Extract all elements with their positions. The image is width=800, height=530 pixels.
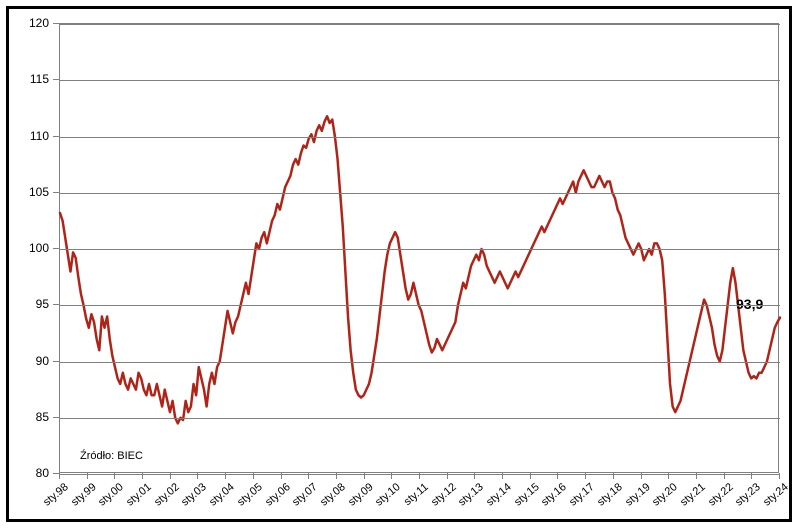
x-tick-mark: [641, 473, 642, 479]
x-tick-mark: [142, 473, 143, 479]
y-tick-mark: [53, 304, 59, 305]
x-tick-mark: [419, 473, 420, 479]
y-gridline: [60, 80, 780, 81]
x-tick-mark: [696, 473, 697, 479]
y-tick-label: 110: [9, 129, 49, 143]
x-tick-mark: [751, 473, 752, 479]
y-tick-label: 100: [9, 241, 49, 255]
x-tick-mark: [225, 473, 226, 479]
x-tick-mark: [585, 473, 586, 479]
chart-frame: Wskaźnik Dobrobytu , październik 2023 93…: [6, 6, 792, 522]
x-tick-mark: [502, 473, 503, 479]
x-tick-mark: [59, 473, 60, 479]
y-gridline: [60, 193, 780, 194]
x-tick-mark: [613, 473, 614, 479]
x-tick-mark: [530, 473, 531, 479]
y-tick-mark: [53, 23, 59, 24]
x-tick-mark: [87, 473, 88, 479]
y-gridline: [60, 249, 780, 250]
x-tick-mark: [364, 473, 365, 479]
y-gridline: [60, 24, 780, 25]
x-tick-mark: [114, 473, 115, 479]
plot-area: 93,9 Źródło: BIEC: [59, 23, 779, 473]
series-path: [60, 116, 780, 423]
source-label: Źródło: BIEC: [80, 450, 143, 462]
x-tick-mark: [253, 473, 254, 479]
y-tick-label: 105: [9, 185, 49, 199]
y-tick-label: 120: [9, 16, 49, 30]
y-tick-label: 115: [9, 72, 49, 86]
y-tick-label: 85: [9, 410, 49, 424]
y-tick-mark: [53, 192, 59, 193]
y-gridline: [60, 362, 780, 363]
y-gridline: [60, 137, 780, 138]
y-tick-mark: [53, 136, 59, 137]
y-gridline: [60, 305, 780, 306]
x-tick-mark: [281, 473, 282, 479]
x-tick-mark: [779, 473, 780, 479]
x-tick-mark: [447, 473, 448, 479]
x-tick-mark: [724, 473, 725, 479]
y-tick-label: 90: [9, 354, 49, 368]
x-tick-mark: [170, 473, 171, 479]
x-tick-mark: [197, 473, 198, 479]
x-tick-mark: [336, 473, 337, 479]
x-tick-mark: [557, 473, 558, 479]
y-tick-label: 95: [9, 297, 49, 311]
x-tick-mark: [308, 473, 309, 479]
y-tick-mark: [53, 417, 59, 418]
y-gridline: [60, 418, 780, 419]
x-tick-mark: [668, 473, 669, 479]
y-tick-label: 80: [9, 466, 49, 480]
y-tick-mark: [53, 79, 59, 80]
y-tick-mark: [53, 248, 59, 249]
y-gridline: [60, 474, 780, 475]
y-tick-mark: [53, 361, 59, 362]
x-tick-mark: [474, 473, 475, 479]
end-value-label: 93,9: [736, 296, 763, 312]
x-tick-mark: [391, 473, 392, 479]
